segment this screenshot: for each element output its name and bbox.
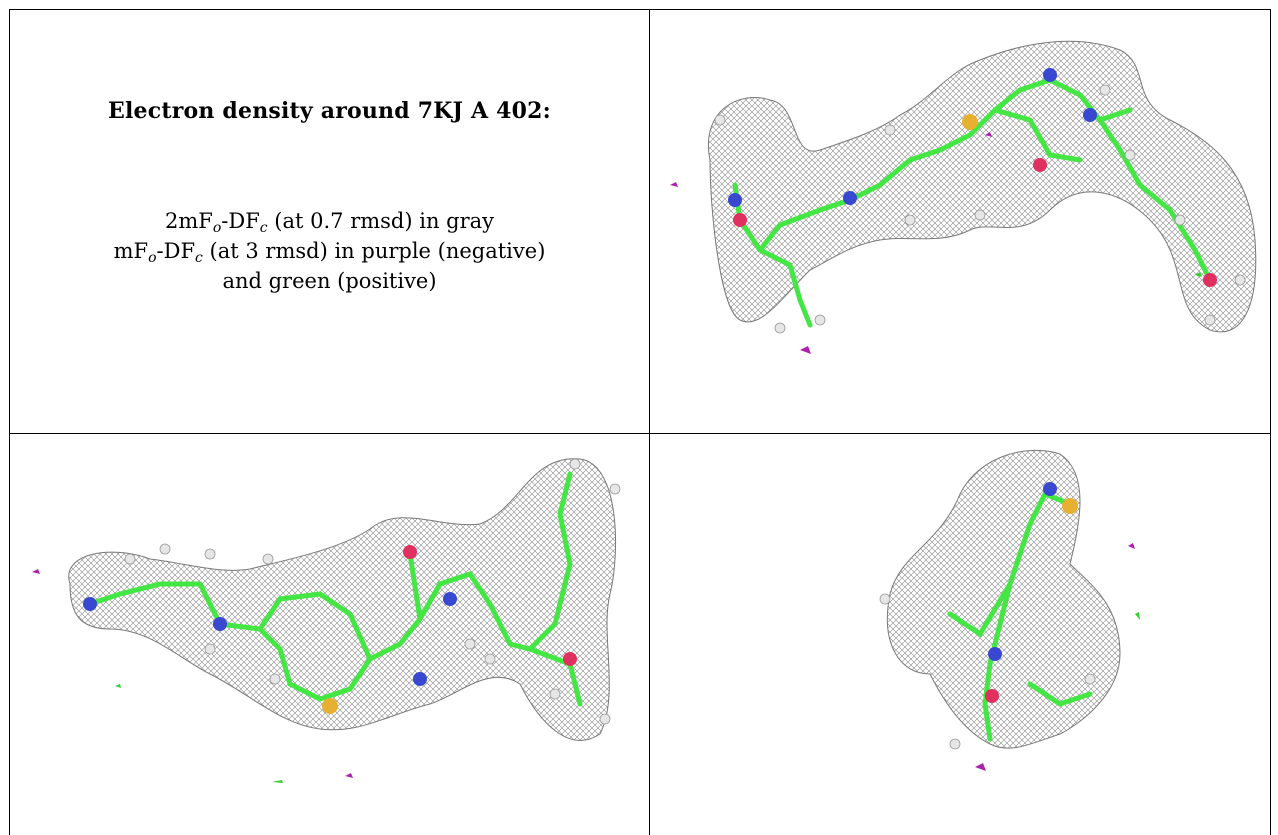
electron-density-mesh: [68, 458, 617, 741]
oxygen-atom: [733, 213, 747, 227]
legend-line-positive: and green (positive): [222, 269, 437, 293]
view-bottom-left: [10, 434, 649, 835]
difference-density-blobs: [975, 543, 1140, 771]
oxygen-atom: [1033, 158, 1047, 172]
oxygen-atom: [1203, 273, 1217, 287]
legend-text: 2mFo-DFc (at 0.7 rmsd) in gray mFo-DFc (…: [10, 206, 649, 296]
grid-divider-horizontal: [9, 433, 1271, 434]
atoms: [714, 68, 1246, 334]
nitrogen-atom: [843, 191, 857, 205]
difference-density-blobs: [32, 569, 353, 783]
nitrogen-atom: [1043, 68, 1057, 82]
atoms: [83, 458, 621, 725]
ligand-bonds: [947, 490, 1093, 742]
view-top-right: [650, 10, 1270, 433]
ligand-bonds: [732, 77, 1213, 328]
figure-frame: [9, 9, 1271, 835]
sulfur-atom: [1062, 498, 1078, 514]
nitrogen-atom: [1043, 482, 1057, 496]
view-bottom-right: [650, 434, 1270, 835]
sulfur-atom: [962, 114, 978, 130]
nitrogen-atom: [728, 193, 742, 207]
oxygen-atom: [403, 545, 417, 559]
oxygen-atom: [985, 689, 999, 703]
atoms: [879, 482, 1096, 750]
electron-density-mesh: [708, 40, 1257, 333]
grid-divider-vertical: [649, 9, 650, 835]
nitrogen-atom: [443, 592, 457, 606]
oxygen-atom: [563, 652, 577, 666]
nitrogen-atom: [1083, 108, 1097, 122]
legend-line-gray: 2mFo-DFc (at 0.7 rmsd) in gray: [164, 209, 495, 236]
nitrogen-atom: [988, 647, 1002, 661]
legend-line-difference: mFo-DFc (at 3 rmsd) in purple (negative): [113, 239, 546, 266]
figure-title: Electron density around 7KJ A 402:: [108, 98, 551, 124]
difference-density-blobs: [670, 132, 1202, 354]
nitrogen-atom: [213, 617, 227, 631]
nitrogen-atom: [413, 672, 427, 686]
caption-cell: Electron density around 7KJ A 402: 2mFo-…: [10, 10, 649, 433]
nitrogen-atom: [83, 597, 97, 611]
sulfur-atom: [322, 698, 338, 714]
